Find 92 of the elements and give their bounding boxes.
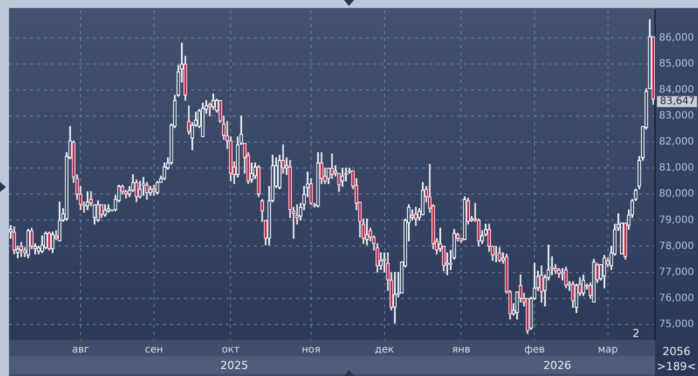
candlestick <box>40 235 44 254</box>
candlestick <box>606 258 610 268</box>
candlestick <box>50 232 54 254</box>
candlestick <box>592 258 596 303</box>
text: 2026 <box>543 358 572 372</box>
candlestick <box>309 178 313 205</box>
candlestick <box>187 105 191 135</box>
candlestick <box>58 202 62 242</box>
candlestick <box>100 204 104 218</box>
x-tick-label: дек <box>374 344 394 356</box>
candlestick <box>651 36 655 105</box>
candlestick <box>200 102 205 138</box>
candlestick <box>326 168 330 184</box>
candlestick <box>86 191 90 210</box>
candlestick <box>571 281 575 308</box>
y-tick-label: 78,000 <box>659 240 694 252</box>
x-tick-label: авг <box>72 344 90 356</box>
candlestick <box>44 232 48 250</box>
y-tick-label: 86,000 <box>659 32 694 44</box>
y-tick-label: 81,000 <box>659 162 694 174</box>
candlestick <box>106 204 110 213</box>
x-tick-label: окт <box>222 344 240 356</box>
candlestick <box>103 204 107 217</box>
candlestick <box>89 191 93 206</box>
candlestick <box>138 180 142 198</box>
candlestick <box>156 180 160 194</box>
candlestick <box>462 196 467 240</box>
candlestick <box>393 272 397 324</box>
candlestick <box>256 165 260 198</box>
x-tick-label: фев <box>524 344 545 356</box>
candlestick <box>334 165 338 176</box>
candlestick <box>281 144 285 174</box>
candlestick <box>92 204 96 224</box>
text: >189< <box>656 360 696 373</box>
candlestick <box>54 230 58 240</box>
candlestick <box>515 291 519 320</box>
candlestick <box>184 56 188 101</box>
candlestick <box>337 172 341 192</box>
candlestick <box>596 262 600 284</box>
text: 2025 <box>220 358 248 372</box>
candlestick <box>560 268 564 280</box>
candlestick <box>498 247 502 262</box>
candlestick <box>96 200 100 222</box>
candlestick <box>470 216 474 222</box>
y-tick-label: 75,000 <box>659 318 694 330</box>
candlestick <box>585 284 589 290</box>
candlestick <box>142 176 146 196</box>
y-tick-label: 77,000 <box>659 266 694 278</box>
candlestick <box>518 274 522 303</box>
y-tick-label: 84,000 <box>659 84 694 96</box>
candlestick <box>574 284 578 313</box>
text: 83,647 <box>660 96 695 108</box>
candlestick <box>134 179 138 202</box>
candlestick <box>540 265 544 303</box>
y-tick-label: 80,000 <box>659 188 694 200</box>
candlestick <box>410 209 414 221</box>
x-tick-label: ноя <box>302 344 320 356</box>
candlestick <box>379 252 383 270</box>
candlestick <box>623 222 628 260</box>
candlestick <box>501 252 505 264</box>
y-tick-label: 85,000 <box>659 58 694 70</box>
y-tick-label: 76,000 <box>659 292 694 304</box>
candlestick <box>568 281 572 291</box>
y-tick-label: 83,000 <box>659 110 694 122</box>
x-tick-label: сен <box>144 344 164 356</box>
candlestick <box>557 268 561 278</box>
candlestick <box>284 157 288 175</box>
candlestick <box>120 184 124 194</box>
x-tick-label: мар <box>598 344 618 356</box>
candlestick <box>278 154 282 190</box>
candlestick <box>456 232 460 242</box>
candlestick <box>588 282 592 299</box>
candlestick <box>320 152 324 184</box>
y-tick-label: 79,000 <box>659 214 694 226</box>
candlestick <box>554 264 558 274</box>
x-tick-label: янв <box>452 344 471 356</box>
candlestick <box>36 246 41 254</box>
candlestick <box>602 255 606 288</box>
candlestick <box>152 184 156 196</box>
y-tick-label: 82,000 <box>659 136 694 148</box>
candlestick <box>330 153 334 179</box>
candlestick <box>340 168 344 187</box>
candlestick <box>316 152 320 208</box>
candlestick <box>365 218 369 246</box>
candlestick <box>145 182 149 200</box>
candlestick <box>466 198 470 224</box>
candlestick <box>578 277 582 296</box>
candlestick <box>148 186 152 196</box>
annotation: 2 <box>632 326 640 340</box>
text: 2056 <box>662 344 690 358</box>
candlestick <box>564 266 568 288</box>
candlestick <box>12 226 16 254</box>
